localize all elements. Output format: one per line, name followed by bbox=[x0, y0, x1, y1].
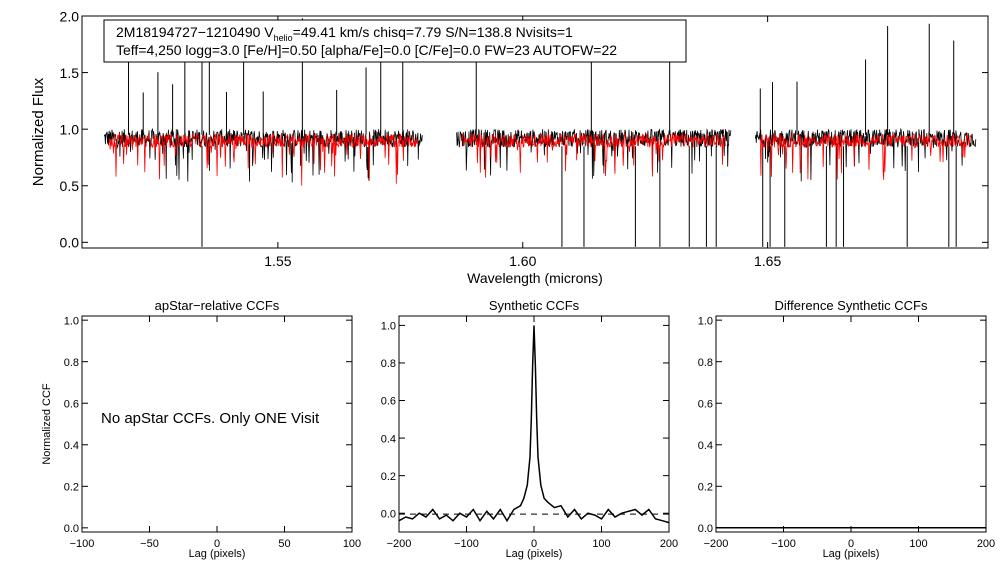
synthetic-ccf-line bbox=[398, 325, 670, 524]
spectrum-xlabel: Wavelength (microns) bbox=[467, 270, 603, 286]
apstar-ytick-label: 0.2 bbox=[64, 481, 79, 493]
apstar-title: apStar−relative CCFs bbox=[155, 298, 280, 313]
difference-ccf-panel: −200 −100 0 100 200 0.0 0.2 0.4 0.6 0.8 1.0 Differ… bbox=[698, 298, 995, 560]
spectrum-ytick-label: 0.5 bbox=[60, 178, 80, 194]
synthetic-ytick-label: 1.0 bbox=[381, 321, 396, 333]
spectrum-ytick-label: 2.0 bbox=[60, 8, 80, 24]
spectrum-xtick-label: 1.55 bbox=[264, 253, 291, 269]
ccf-ylabel: Normalized CCF bbox=[41, 383, 53, 465]
apstar-xtick-label: −100 bbox=[70, 538, 95, 550]
apstar-xtick-label: 50 bbox=[278, 538, 290, 550]
spectrum-ytick-label: 0.0 bbox=[60, 235, 80, 251]
difference-xtick-label: 200 bbox=[977, 538, 995, 550]
difference-xtick-label: 100 bbox=[909, 538, 927, 550]
apstar-ytick-label: 1.0 bbox=[64, 315, 79, 327]
synthetic-ytick-label: 0.0 bbox=[381, 508, 396, 520]
difference-ytick-label: 0.2 bbox=[698, 481, 713, 493]
spectrum-ytick-label: 1.0 bbox=[60, 121, 80, 137]
apstar-ytick-label: 0.4 bbox=[64, 440, 79, 452]
spectrum-panel: 1.55 1.60 1.65 0.0 0.5 1.0 1.5 2.0 2M18194727−1… bbox=[30, 8, 989, 286]
apstar-ccf-panel: −100 −50 0 50 100 0.0 0.2 0.4 0.6 0.8 1.0 apStar−r… bbox=[41, 298, 361, 560]
difference-xtick-label: −200 bbox=[704, 538, 729, 550]
synthetic-xtick-label: 200 bbox=[660, 538, 678, 550]
spectrum-xtick-label: 1.60 bbox=[509, 253, 536, 269]
no-ccf-message: No apStar CCFs. Only ONE Visit bbox=[101, 410, 320, 427]
synthetic-ccf-panel: −200 −100 0 100 200 0.0 0.2 0.4 0.6 0.8 1.0 Synthe… bbox=[381, 298, 678, 560]
synthetic-xtick-label: −100 bbox=[454, 538, 479, 550]
difference-title: Difference Synthetic CCFs bbox=[775, 298, 928, 313]
difference-ytick-label: 0.6 bbox=[698, 398, 713, 410]
synthetic-axes-frame bbox=[398, 315, 670, 533]
spectrum-axes-frame bbox=[81, 15, 989, 249]
difference-ytick-label: 0.8 bbox=[698, 357, 713, 369]
apstar-xtick-label: −50 bbox=[140, 538, 159, 550]
model-spectrum-line bbox=[108, 132, 972, 186]
difference-xtick-label: 0 bbox=[848, 538, 854, 550]
difference-ytick-label: 0.0 bbox=[698, 523, 713, 535]
synthetic-xlabel: Lag (pixels) bbox=[506, 548, 563, 560]
apstar-xtick-label: 0 bbox=[214, 538, 220, 550]
annotation-line1: 2M18194727−1210490 Vhelio=49.41 km/s chi… bbox=[116, 24, 573, 43]
synthetic-ytick-label: 0.4 bbox=[381, 433, 396, 445]
apstar-ytick-label: 0.0 bbox=[64, 523, 79, 535]
annotation-line2: Teff=4,250 logg=3.0 [Fe/H]=0.50 [alpha/F… bbox=[116, 42, 617, 58]
synthetic-ytick-label: 0.6 bbox=[381, 396, 396, 408]
difference-ytick-label: 0.4 bbox=[698, 440, 713, 452]
spectrum-ytick-label: 1.5 bbox=[60, 65, 80, 81]
apstar-ticks: −100 −50 0 50 100 0.0 0.2 0.4 0.6 0.8 1.0 bbox=[64, 315, 361, 550]
apstar-ytick-label: 0.6 bbox=[64, 398, 79, 410]
apstar-xlabel: Lag (pixels) bbox=[189, 548, 246, 560]
apstar-ytick-label: 0.8 bbox=[64, 357, 79, 369]
spectrum-xtick-label: 1.65 bbox=[754, 253, 781, 269]
spectrum-ticks: 1.55 1.60 1.65 0.0 0.5 1.0 1.5 2.0 bbox=[60, 8, 988, 269]
difference-xtick-label: −100 bbox=[771, 538, 796, 550]
synthetic-ytick-label: 0.2 bbox=[381, 471, 396, 483]
difference-xlabel: Lag (pixels) bbox=[823, 548, 880, 560]
synthetic-xtick-label: 100 bbox=[592, 538, 610, 550]
spectrum-ylabel: Normalized Flux bbox=[30, 77, 47, 186]
difference-axes-frame bbox=[715, 315, 987, 533]
synthetic-title: Synthetic CCFs bbox=[489, 298, 580, 313]
apstar-xtick-label: 100 bbox=[343, 538, 361, 550]
difference-ticks: −200 −100 0 100 200 0.0 0.2 0.4 0.6 0.8 1.0 bbox=[698, 315, 995, 550]
synthetic-xtick-label: 0 bbox=[531, 538, 537, 550]
synthetic-ytick-label: 0.8 bbox=[381, 358, 396, 370]
difference-ytick-label: 1.0 bbox=[698, 315, 713, 327]
synthetic-ccf-data bbox=[398, 325, 670, 524]
synthetic-xtick-label: −200 bbox=[387, 538, 412, 550]
synthetic-ticks: −200 −100 0 100 200 0.0 0.2 0.4 0.6 0.8 1.0 bbox=[381, 316, 678, 550]
spectrum-annotation-box bbox=[103, 19, 687, 63]
